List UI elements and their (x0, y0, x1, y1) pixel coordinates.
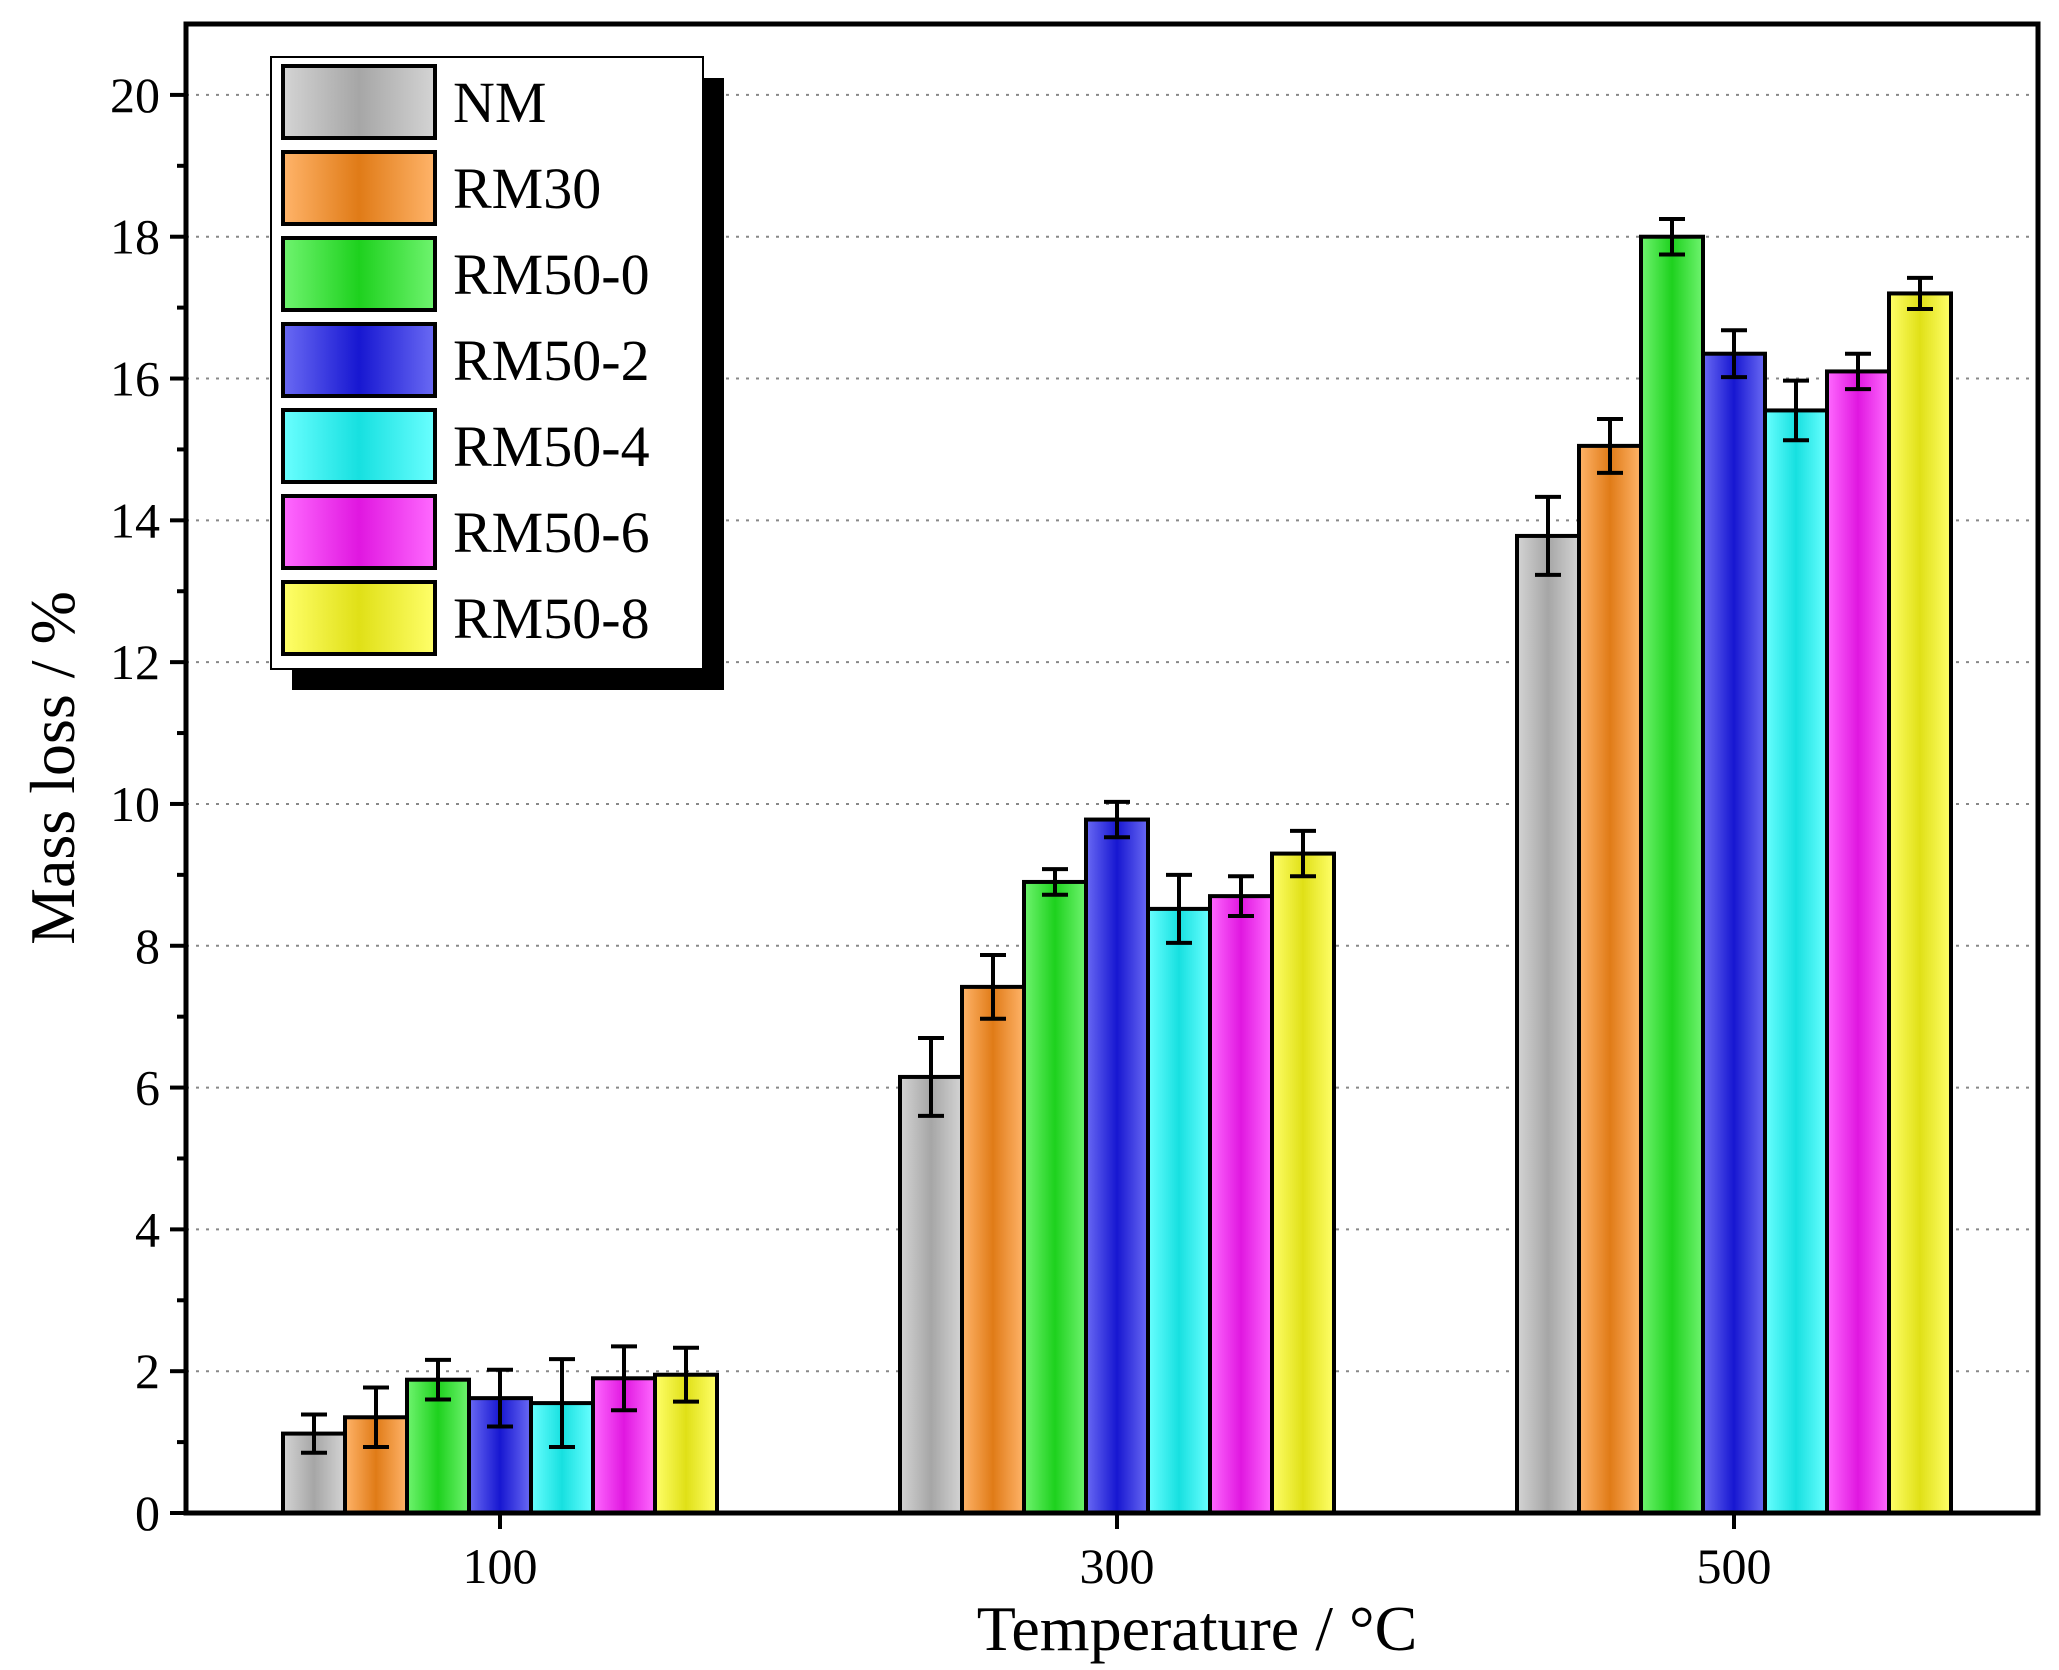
y-tick-label: 14 (110, 492, 160, 548)
error-bar-rm50-0-100 (425, 1357, 451, 1402)
error-bar-rm50-0-500 (1659, 216, 1685, 257)
error-bar-rm50-8-100 (673, 1345, 699, 1404)
y-axis-title: Mass loss / % (17, 591, 88, 945)
bar-rm30-300 (960, 984, 1026, 1515)
legend-swatch-rm50-6 (281, 494, 437, 570)
error-bar-rm50-6-500 (1845, 351, 1871, 392)
error-bar-rm50-2-100 (487, 1367, 513, 1429)
legend-swatch-rm30 (281, 150, 437, 226)
bar-rm50-0-300 (1022, 879, 1088, 1515)
error-bar-rm50-4-300 (1166, 872, 1192, 945)
y-tick-label: 2 (135, 1343, 160, 1399)
error-bar-rm50-8-300 (1290, 828, 1316, 879)
error-bar-rm50-0-300 (1042, 867, 1068, 897)
legend-label-rm50-0: RM50-0 (453, 242, 650, 307)
x-tick-label: 300 (1080, 1538, 1155, 1594)
legend-swatch-rm50-0 (281, 236, 437, 312)
y-tick-label: 10 (110, 776, 160, 832)
bar-rm50-2-300 (1084, 817, 1150, 1515)
error-bar-nm-100 (301, 1412, 327, 1455)
legend-swatch-rm50-4 (281, 408, 437, 484)
axes: 0 2 4 6 8 10 12 14 16 18 20 100 300 500 (110, 67, 1772, 1594)
y-tick-label: 6 (135, 1060, 160, 1116)
x-tick-label: 100 (463, 1538, 538, 1594)
bar-rm50-0-500 (1639, 234, 1705, 1516)
legend-label-nm: NM (453, 70, 546, 135)
error-bar-rm50-2-500 (1721, 328, 1747, 380)
bar-rm50-8-300 (1270, 851, 1336, 1515)
bar-rm50-4-500 (1763, 408, 1829, 1516)
legend-items: NM RM30 RM50-0 RM50-2 RM50-4 RM50-6 RM50-8 (281, 64, 650, 656)
legend-label-rm50-6: RM50-6 (453, 500, 650, 565)
error-bar-rm30-500 (1597, 416, 1623, 475)
bar-rm50-6-500 (1825, 369, 1891, 1515)
y-tick-label: 20 (110, 67, 160, 123)
bar-rm50-8-500 (1887, 291, 1953, 1515)
legend-swatch-rm50-2 (281, 322, 437, 398)
error-bar-rm30-300 (980, 952, 1006, 1021)
y-tick-label: 8 (135, 918, 160, 974)
plot-frame (183, 21, 2041, 1516)
error-bar-rm50-2-300 (1104, 799, 1130, 840)
error-bars (301, 216, 1933, 1455)
legend-swatch-rm50-8 (281, 580, 437, 656)
error-bar-rm50-4-100 (549, 1357, 575, 1450)
bar-rm50-4-300 (1146, 906, 1212, 1515)
error-bar-rm50-8-500 (1907, 275, 1933, 312)
x-axis-title: Temperature / °C (977, 1593, 1418, 1664)
bar-rm50-2-500 (1701, 351, 1767, 1515)
error-bar-rm50-6-300 (1228, 874, 1254, 918)
bar-nm-300 (898, 1074, 964, 1515)
legend-swatch-nm (281, 64, 437, 140)
y-tick-label: 18 (110, 209, 160, 265)
bar-nm-500 (1515, 533, 1581, 1515)
error-bar-nm-500 (1535, 494, 1561, 577)
y-tick-label: 16 (110, 351, 160, 407)
y-tick-label: 12 (110, 634, 160, 690)
y-tick-label: 0 (135, 1485, 160, 1541)
y-tick-label: 4 (135, 1201, 160, 1257)
legend-label-rm50-4: RM50-4 (453, 414, 650, 479)
legend: NM RM30 RM50-0 RM50-2 RM50-4 RM50-6 RM50-8 (270, 56, 724, 690)
error-bar-rm30-100 (363, 1385, 389, 1450)
legend-label-rm30: RM30 (453, 156, 601, 221)
legend-label-rm50-8: RM50-8 (453, 586, 650, 651)
x-tick-label: 500 (1697, 1538, 1772, 1594)
error-bar-rm50-6-100 (611, 1344, 637, 1413)
legend-label-rm50-2: RM50-2 (453, 328, 650, 393)
bar-rm50-6-300 (1208, 894, 1274, 1515)
bar-rm30-500 (1577, 443, 1643, 1516)
error-bar-nm-300 (918, 1035, 944, 1118)
error-bar-rm50-4-500 (1783, 378, 1809, 443)
